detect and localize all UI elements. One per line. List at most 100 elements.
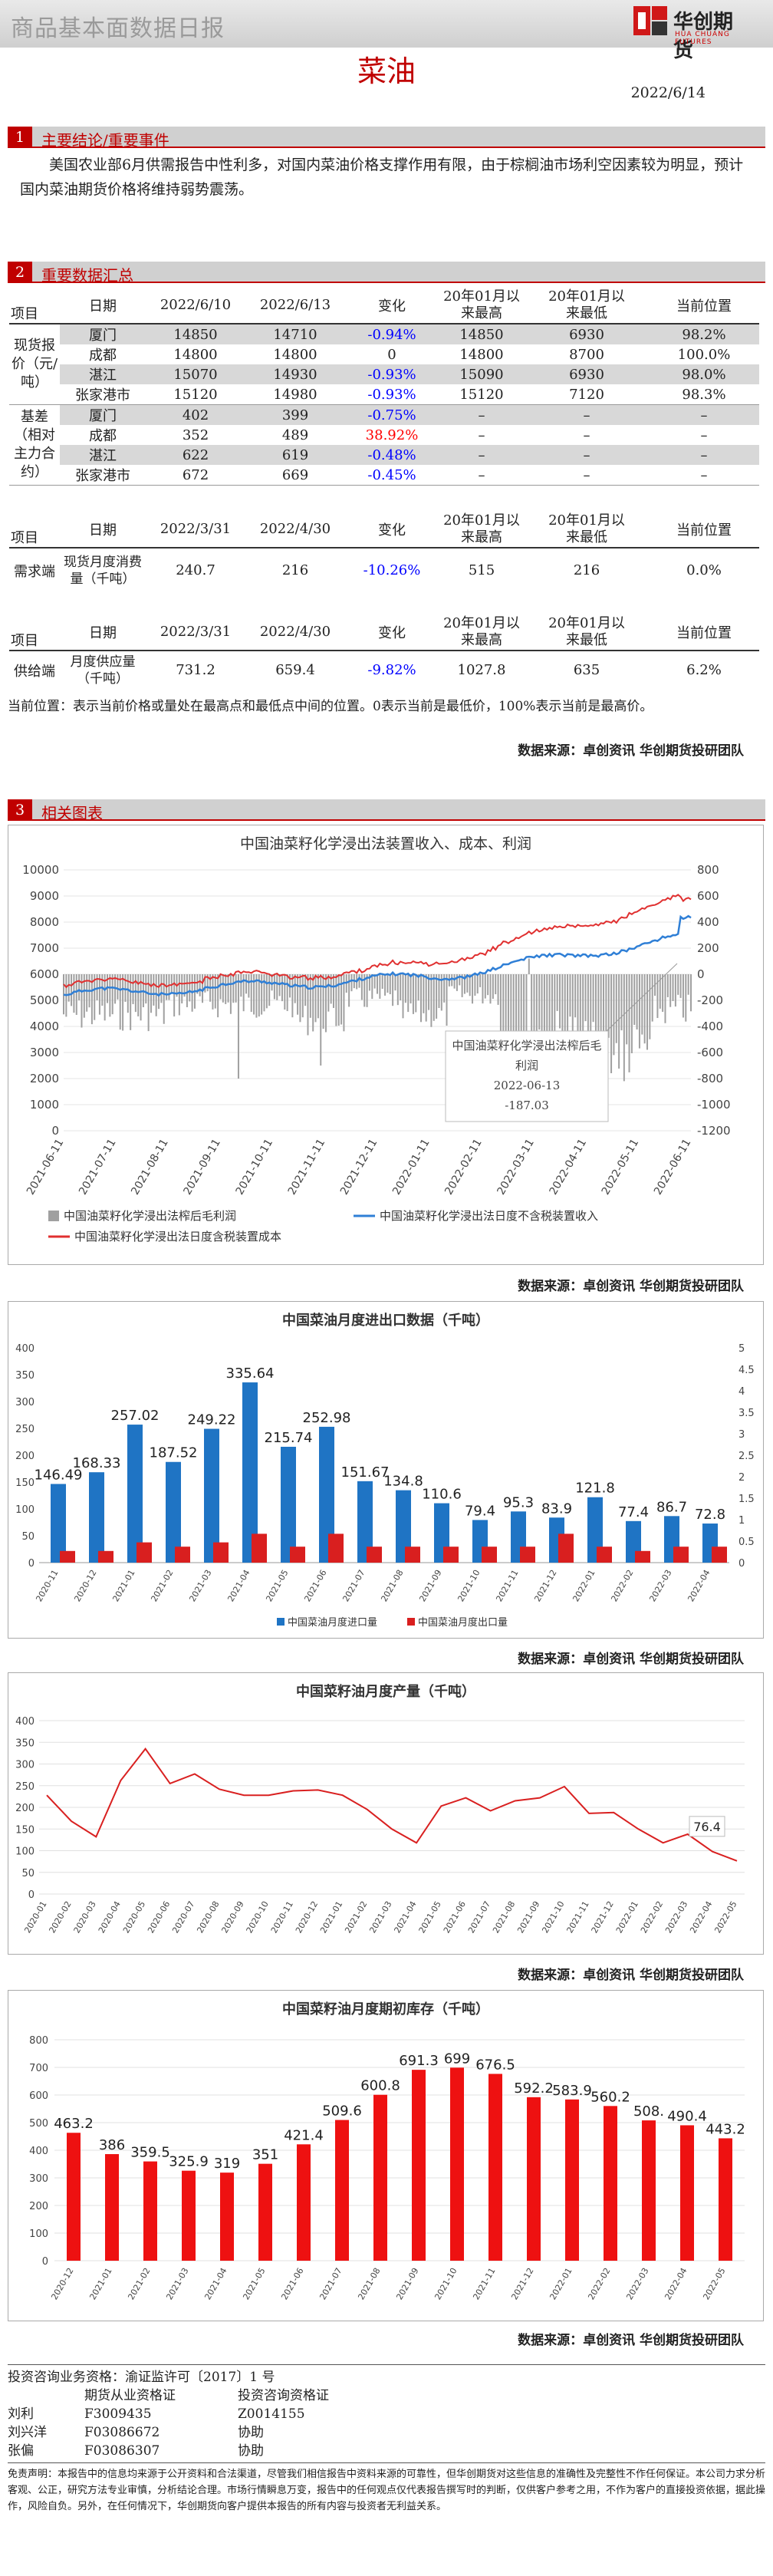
value-2: 659.4 xyxy=(275,662,315,678)
import-bar xyxy=(319,1426,334,1563)
label-box xyxy=(689,1816,725,1837)
section-number: 1 xyxy=(8,127,32,148)
header-d1: 2022/3/31 xyxy=(160,624,232,640)
header-date: 日期 xyxy=(89,624,117,641)
x-tick-label: 2021-07 xyxy=(317,2266,344,2301)
inventory-bar xyxy=(450,2067,464,2261)
value-1: 15120 xyxy=(173,386,218,403)
high: – xyxy=(439,445,525,465)
change: -0.45% xyxy=(367,466,416,483)
data-label: 592.2 xyxy=(514,2080,554,2097)
inventory-bar xyxy=(527,2097,541,2261)
chart-4-panel: 中国菜籽油月度期初库存（千吨） 0 100 200 300 400 500 600 700 800… xyxy=(8,1990,764,2321)
data-label: 676.5 xyxy=(475,2057,515,2073)
x-tick-label: 2022-01 xyxy=(548,2266,574,2301)
y-tick-label: 350 xyxy=(15,1738,35,1749)
legend-label: 中国菜油月度进口量 xyxy=(288,1616,377,1629)
export-bar xyxy=(328,1533,344,1563)
y2-tick-label: 1.5 xyxy=(738,1494,755,1505)
header-high: 20年01月以来最高 xyxy=(443,512,520,545)
value-1: 622 xyxy=(146,445,245,465)
y2-tick-label: 3.5 xyxy=(738,1408,755,1419)
x-tick-label: 2021-09 xyxy=(515,1899,541,1935)
y-tick-label: 0 xyxy=(28,1558,35,1570)
x-tick-label: 2021-06 xyxy=(442,1899,468,1935)
x-tick-label: 2020-12 xyxy=(72,1568,98,1603)
chart-3-panel: 中国菜籽油月度产量（千吨） 0 50 100 150 200 250 300 350 400 202… xyxy=(8,1672,764,1955)
y-tick-label: 10000 xyxy=(22,863,59,877)
logo-text: 华创期货 xyxy=(673,11,734,62)
x-tick-label: 2021-06-11 xyxy=(25,1137,67,1197)
import-bar xyxy=(127,1425,143,1563)
chart-title: 中国油菜籽化学浸出法装置收入、成本、利润 xyxy=(240,835,531,852)
x-tick-label: 2022-05 xyxy=(701,2266,727,2301)
x-tick-label: 2020-05 xyxy=(121,1899,147,1935)
x-tick-label: 2021-01 xyxy=(87,2266,113,2301)
y-tick-label: 100 xyxy=(15,1846,35,1858)
x-tick-label: 2020-08 xyxy=(195,1899,221,1935)
chart-title: 中国菜油月度进出口数据（千吨） xyxy=(282,1312,489,1329)
y2-tick-label: -200 xyxy=(697,993,723,1007)
x-tick-label: 2020-11 xyxy=(34,1568,60,1603)
y2-tick-label: 800 xyxy=(697,863,719,877)
analyst-name: 张偏 xyxy=(8,2443,34,2459)
low: 6930 xyxy=(525,364,649,384)
x-tick-label: 2022-03-11 xyxy=(495,1137,537,1197)
cost-line xyxy=(63,894,692,989)
data-label: 215.74 xyxy=(265,1430,313,1446)
high: 14800 xyxy=(459,346,504,363)
import-bar xyxy=(166,1461,181,1563)
header-change: 变化 xyxy=(378,624,406,641)
export-bar xyxy=(520,1547,535,1563)
x-tick-label: 2020-12 xyxy=(294,1899,320,1935)
data-label: 134.8 xyxy=(383,1474,423,1490)
import-bar xyxy=(89,1472,104,1563)
y-tick-label: 400 xyxy=(29,2146,48,2157)
chart-title: 中国菜籽油月度产量（千吨） xyxy=(296,1683,475,1700)
x-tick-label: 2021-10-11 xyxy=(234,1137,276,1197)
x-tick-label: 2022-03 xyxy=(624,2266,650,2301)
conclusion-text: 美国农业部6月供需报告中性利多，对国内菜油价格支撑作用有限，由于棕榈油市场利空因… xyxy=(20,156,744,198)
x-tick-label: 2021-02 xyxy=(149,1568,175,1603)
data-source: 数据来源：卓创资讯 华创期货投研团队 xyxy=(518,1968,744,1983)
col-header: 投资咨询资格证 xyxy=(238,2388,329,2403)
y2-tick-label: 4 xyxy=(738,1386,745,1398)
x-tick-label: 2021-01 xyxy=(318,1899,344,1935)
analyst-license: 协助 xyxy=(238,2425,264,2440)
x-tick-label: 2021-07-11 xyxy=(77,1137,119,1197)
x-tick-label: 2022-04 xyxy=(663,2266,689,2301)
header-change: 变化 xyxy=(378,522,406,539)
legend-swatch xyxy=(277,1618,285,1626)
annotation-text: 中国油菜籽化学浸出法榨后毛 xyxy=(452,1039,601,1052)
y-tick-label: 3000 xyxy=(30,1046,59,1059)
y-tick-label: 300 xyxy=(15,1397,35,1408)
header-position: 当前位置 xyxy=(676,298,732,315)
high: 14850 xyxy=(439,324,525,344)
y2-tick-label: 400 xyxy=(697,915,719,929)
data-label: 490.4 xyxy=(667,2108,707,2124)
legend-swatch xyxy=(48,1211,59,1221)
low: – xyxy=(583,427,590,443)
export-bar xyxy=(98,1550,113,1563)
y2-tick-label: 600 xyxy=(697,889,719,903)
data-label: 583.9 xyxy=(552,2083,592,2099)
data-label: 359.5 xyxy=(130,2145,170,2161)
production-line xyxy=(46,1748,738,1862)
annotation-text: -187.03 xyxy=(505,1099,549,1112)
analyst-license: F03086672 xyxy=(84,2425,160,2440)
position: 98.3% xyxy=(682,386,726,403)
group-spot: 现货报价（元/吨） xyxy=(9,324,60,405)
y-tick-label: 250 xyxy=(15,1424,35,1435)
inventory-bar xyxy=(335,2120,349,2261)
high: – xyxy=(439,404,525,425)
x-tick-label: 2022-05 xyxy=(712,1899,738,1935)
change: -0.48% xyxy=(345,445,439,465)
y2-tick-label: 2.5 xyxy=(738,1451,755,1462)
demand-table: 项目 日期 2022/3/31 2022/4/30 变化 20年01月以来最高 … xyxy=(9,511,759,592)
x-tick-label: 2021-02 xyxy=(126,2266,152,2301)
y2-tick-label: 0 xyxy=(697,967,705,981)
data-label: 252.98 xyxy=(303,1410,351,1426)
x-tick-label: 2021-09-11 xyxy=(181,1137,223,1197)
disclaimer: 免责声明：本报告中的信息均来源于公开资料和合法渠道，尽管我们相信报告中资料来源的… xyxy=(8,2462,765,2515)
legend-label: 中国油菜籽化学浸出法榨后毛利润 xyxy=(64,1209,236,1223)
